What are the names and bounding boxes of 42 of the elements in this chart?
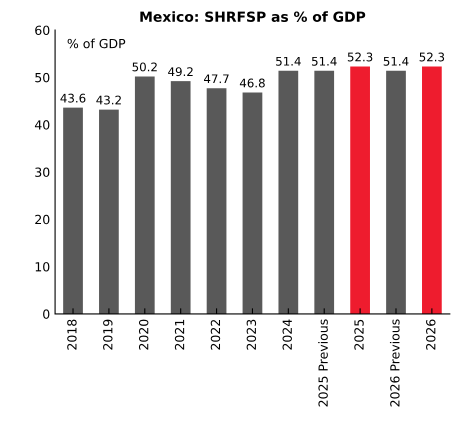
x-tick-label: 2026 — [426, 320, 436, 350]
bar — [350, 66, 370, 314]
bar — [170, 81, 191, 314]
data-label: 51.4 — [312, 56, 337, 66]
y-tick-label: 40 — [34, 120, 50, 130]
bar — [134, 76, 155, 314]
data-label: 51.4 — [384, 56, 408, 66]
y-tick-label: 0 — [43, 309, 50, 319]
bar — [314, 70, 334, 314]
data-label: 43.2 — [96, 96, 121, 104]
data-label: 50.2 — [132, 62, 157, 72]
bar — [242, 92, 262, 314]
data-label: 52.3 — [348, 52, 372, 62]
data-label: 49.2 — [168, 67, 193, 76]
annotation: % of GDP — [68, 38, 126, 48]
data-label: 46.8 — [240, 78, 265, 88]
x-tick-label: 2025 Previous — [318, 319, 328, 406]
bar — [206, 88, 226, 314]
chart-title: Mexico: SHRFSP as % of GDP — [140, 11, 366, 22]
y-tick-label: 10 — [36, 262, 50, 272]
x-tick-label: 2022 — [210, 320, 220, 350]
x-tick-label: 2026 Previous — [390, 319, 400, 406]
y-tick-label: 20 — [35, 214, 50, 224]
bar — [386, 70, 406, 314]
bar — [99, 110, 119, 314]
data-label: 52.3 — [420, 52, 444, 62]
x-tick-label: 2021 — [174, 320, 184, 350]
bar — [278, 70, 298, 314]
x-tick-label: 2019 — [103, 320, 113, 350]
bar — [422, 66, 442, 314]
data-label: 51.4 — [276, 56, 301, 66]
y-tick-label: 50 — [35, 72, 50, 82]
x-tick-label: 2025 — [354, 320, 364, 350]
y-tick-label: 30 — [35, 167, 50, 177]
data-label: 43.6 — [60, 94, 86, 103]
x-tick-label: 2024 — [282, 319, 292, 350]
x-tick-label: 2020 — [138, 320, 148, 350]
x-tick-label: 2018 — [67, 320, 77, 350]
x-tick-label: 2023 — [246, 320, 256, 350]
y-tick-label: 60 — [35, 26, 50, 36]
data-label: 47.7 — [204, 74, 229, 84]
bar — [63, 108, 83, 314]
